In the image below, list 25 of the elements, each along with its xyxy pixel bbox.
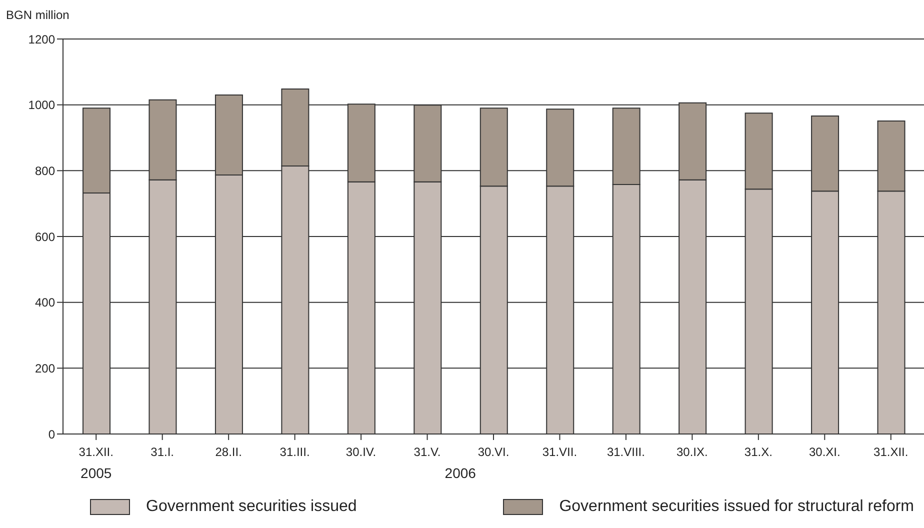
x-tick-label: 30.IV. <box>346 445 376 459</box>
y-tick-label: 400 <box>34 296 56 310</box>
y-tick-label: 1000 <box>28 98 56 112</box>
x-tick-label: 31.XII. <box>874 445 908 459</box>
x-tick-label: 28.II. <box>215 445 242 459</box>
x-tick-label: 31.VII. <box>542 445 578 459</box>
x-tick-label: 31.XII. <box>78 445 114 459</box>
x-tick-label: 30.IX. <box>676 445 708 459</box>
x-tick-label: 30.XI. <box>808 445 840 459</box>
text: 2005 <box>80 465 112 481</box>
x-tick-label: 31.X. <box>744 445 772 459</box>
y-tick-label: 1200 <box>28 32 56 46</box>
y-tick-label: 800 <box>34 164 56 178</box>
x-tick-label: 30.VI. <box>478 445 510 459</box>
x-tick-label: 31.I. <box>150 445 174 459</box>
y-tick-label: 200 <box>34 361 56 376</box>
legend-label: Government securities issued for structural reform <box>559 498 914 516</box>
y-tick-label: 0 <box>48 427 56 442</box>
y-axis-title: BGN million <box>6 8 70 22</box>
x-tick-label: 31.III. <box>280 445 310 459</box>
text: 2006 <box>444 465 476 481</box>
y-tick-label: 600 <box>34 230 56 244</box>
x-tick-label: 31.VIII. <box>606 445 645 459</box>
legend-label: Government securities issued <box>146 498 357 516</box>
x-tick-label: 31.V. <box>414 445 441 459</box>
